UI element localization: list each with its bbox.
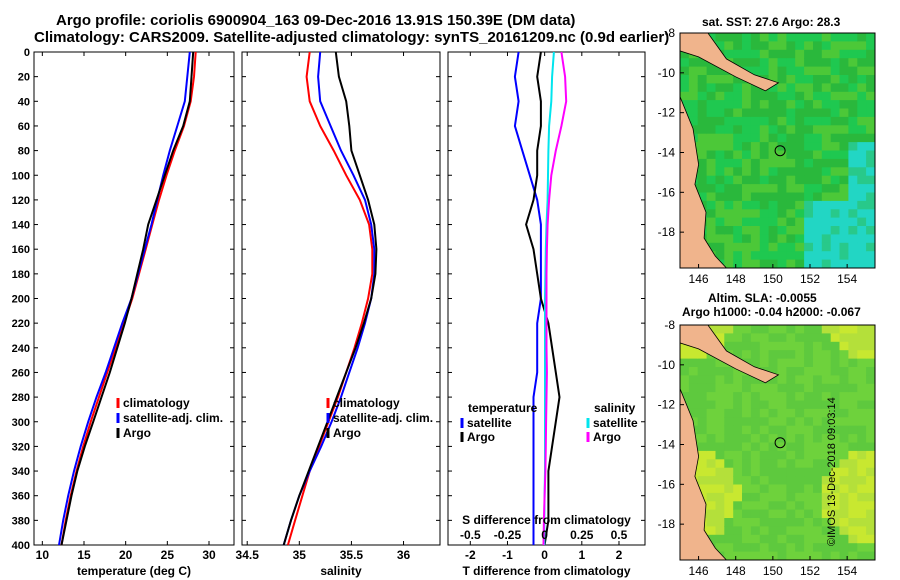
y-tick-label: 380 bbox=[12, 515, 30, 527]
x-axis-label: salinity bbox=[320, 564, 362, 578]
figure-title-line2: Climatology: CARS2009. Satellite-adjuste… bbox=[34, 29, 670, 46]
differences-panel: -2 -1 0 1 2 T difference from climatology temp… bbox=[447, 51, 646, 578]
x-tick-label: 25 bbox=[161, 548, 175, 562]
legend-title: temperature bbox=[468, 401, 538, 415]
y-tick-label: 400 bbox=[12, 540, 30, 552]
x-tick-label-secondary: -0.5 bbox=[460, 528, 481, 542]
x-axis-label-secondary: S difference from climatology bbox=[462, 513, 631, 527]
x-tick-label-secondary: -0.25 bbox=[494, 528, 522, 542]
y-tick-label: 280 bbox=[12, 392, 30, 404]
salinity-frame bbox=[241, 51, 441, 546]
x-tick-label: 2 bbox=[616, 548, 623, 562]
x-tick-label: -2 bbox=[465, 548, 476, 562]
y-tick-label: 100 bbox=[12, 170, 30, 182]
y-tick-label: 220 bbox=[12, 318, 30, 330]
salinity-panel: 34.5 35 35.5 36 salinity climatologysatellite… bbox=[236, 51, 441, 578]
x-tick-label: 20 bbox=[119, 548, 133, 562]
x-axis-label: T difference from climatology bbox=[462, 564, 630, 578]
y-tick-label: 140 bbox=[12, 220, 30, 232]
legend-label: Argo bbox=[467, 430, 495, 444]
legend-label: Argo bbox=[333, 426, 361, 440]
y-tick-label: 360 bbox=[12, 491, 30, 503]
legend-label: satellite bbox=[593, 416, 638, 430]
imos-credit: ©IMOS 13-Dec-2018 09:03:14 bbox=[826, 397, 838, 546]
sla-map-subtitle: Argo h1000: -0.04 h2000: -0.067 bbox=[682, 305, 861, 319]
x-tick-label: 34.5 bbox=[236, 548, 260, 562]
legend-title: salinity bbox=[594, 401, 636, 415]
x-tick-label: 30 bbox=[202, 548, 216, 562]
legend-label: Argo bbox=[123, 426, 151, 440]
x-tick-label: 36 bbox=[397, 548, 411, 562]
x-tick-label-secondary: 0.5 bbox=[611, 528, 628, 542]
series-line-temperature-argo bbox=[525, 51, 561, 546]
x-tick-label: 35 bbox=[293, 548, 307, 562]
series-line-salinity-argo bbox=[542, 51, 568, 546]
y-tick-label: 240 bbox=[12, 343, 30, 355]
y-tick-label: 0 bbox=[24, 47, 30, 59]
x-tick-label: -1 bbox=[502, 548, 513, 562]
y-tick-label: 200 bbox=[12, 294, 30, 306]
y-tick-label: 40 bbox=[18, 96, 30, 108]
x-tick-label: 0 bbox=[541, 548, 548, 562]
legend-label: satellite-adj. clim. bbox=[123, 411, 223, 425]
legend-label: satellite bbox=[467, 416, 512, 430]
y-tick-label: 340 bbox=[12, 466, 30, 478]
y-tick-label: 300 bbox=[12, 417, 30, 429]
figure-title-line1: Argo profile: coriolis 6900904_163 09-De… bbox=[56, 12, 576, 29]
y-tick-label: 20 bbox=[18, 72, 30, 84]
y-tick-label: 320 bbox=[12, 441, 30, 453]
series-line-argo bbox=[60, 51, 195, 546]
temperature-panel: 0 20 40 60 80 100 120 140 160 180 200 220 240 260 280 3… bbox=[12, 47, 235, 578]
y-tick-label: 60 bbox=[18, 121, 30, 133]
y-tick-label: 260 bbox=[12, 367, 30, 379]
legend-label: climatology bbox=[123, 396, 190, 410]
legend-label: Argo bbox=[593, 430, 621, 444]
x-axis-label: temperature (deg C) bbox=[77, 564, 191, 578]
y-tick-label: 80 bbox=[18, 146, 30, 158]
x-tick-label: 15 bbox=[77, 548, 91, 562]
sst-map-title: sat. SST: 27.6 Argo: 28.3 bbox=[702, 15, 841, 29]
temperature-frame bbox=[33, 51, 235, 546]
series-line-argo bbox=[282, 51, 378, 546]
x-tick-label-secondary: 0 bbox=[541, 528, 548, 542]
y-tick-label: 160 bbox=[12, 244, 30, 256]
x-tick-label: 35.5 bbox=[340, 548, 364, 562]
y-tick-label: 180 bbox=[12, 269, 30, 281]
legend-label: climatology bbox=[333, 396, 400, 410]
sla-map-title: Altim. SLA: -0.0055 bbox=[708, 291, 817, 305]
y-tick-label: 120 bbox=[12, 195, 30, 207]
legend-label: satellite-adj. clim. bbox=[333, 411, 433, 425]
x-tick-label-secondary: 0.25 bbox=[570, 528, 594, 542]
x-tick-label: 10 bbox=[36, 548, 50, 562]
x-tick-label: 1 bbox=[578, 548, 585, 562]
